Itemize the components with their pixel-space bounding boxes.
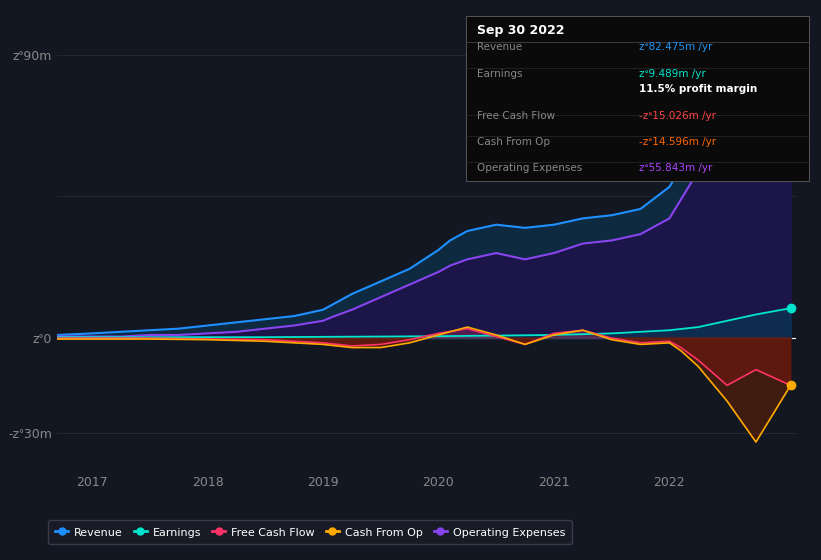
Text: -zᐤ15.026m /yr: -zᐤ15.026m /yr (639, 111, 716, 121)
Text: 11.5% profit margin: 11.5% profit margin (639, 85, 757, 95)
Text: Operating Expenses: Operating Expenses (477, 164, 582, 174)
Legend: Revenue, Earnings, Free Cash Flow, Cash From Op, Operating Expenses: Revenue, Earnings, Free Cash Flow, Cash … (48, 520, 571, 544)
Text: Cash From Op: Cash From Op (477, 137, 550, 147)
Text: zᐤ9.489m /yr: zᐤ9.489m /yr (639, 69, 705, 79)
Text: Earnings: Earnings (477, 69, 522, 79)
Text: zᐤ82.475m /yr: zᐤ82.475m /yr (639, 43, 712, 53)
Text: Sep 30 2022: Sep 30 2022 (477, 24, 565, 37)
Text: zᐤ55.843m /yr: zᐤ55.843m /yr (639, 164, 712, 174)
Text: Revenue: Revenue (477, 43, 522, 53)
Text: -zᐤ14.596m /yr: -zᐤ14.596m /yr (639, 137, 716, 147)
Text: Free Cash Flow: Free Cash Flow (477, 111, 555, 121)
